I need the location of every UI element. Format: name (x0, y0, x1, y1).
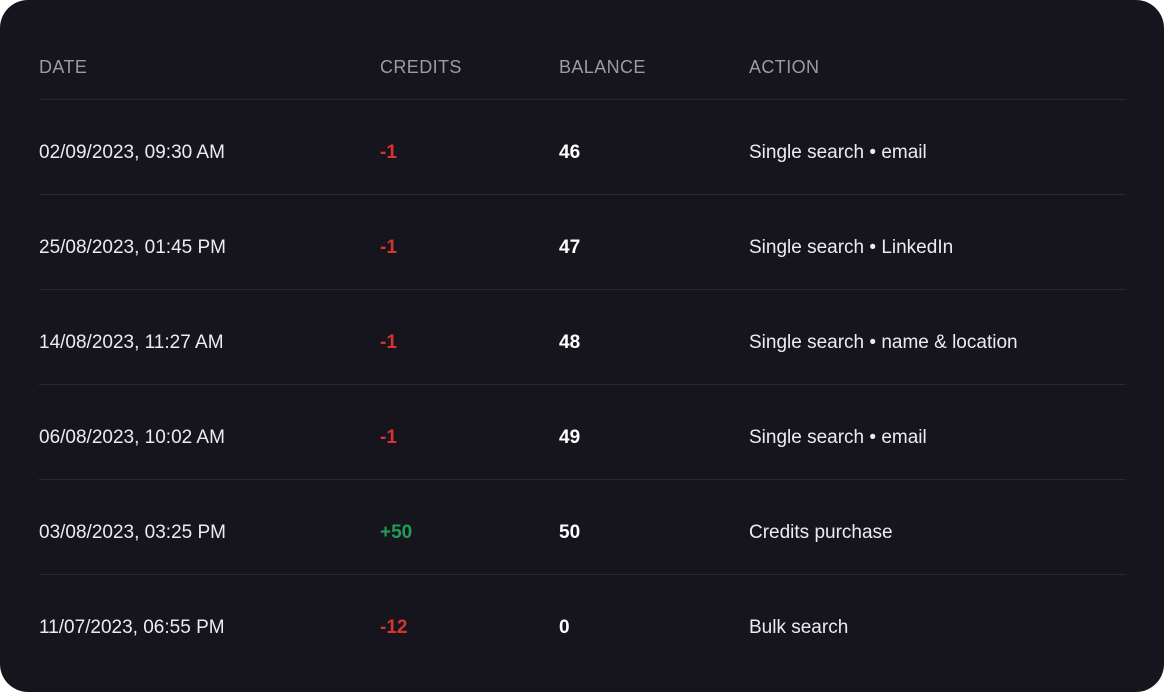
table-header-row: DATE CREDITS BALANCE ACTION (39, 34, 1125, 100)
table-row[interactable]: 11/07/2023, 06:55 PM -12 0 Bulk search (39, 575, 1125, 670)
row-credits: -1 (380, 332, 397, 353)
row-action: Bulk search (749, 617, 849, 638)
row-date: 06/08/2023, 10:02 AM (39, 427, 225, 448)
row-credits: -1 (380, 237, 397, 258)
table-row[interactable]: 14/08/2023, 11:27 AM -1 48 Single search… (39, 290, 1125, 385)
row-credits: +50 (380, 522, 413, 543)
row-date: 25/08/2023, 01:45 PM (39, 237, 226, 258)
column-header-balance[interactable]: BALANCE (559, 57, 646, 77)
row-balance: 48 (559, 332, 581, 353)
table-row[interactable]: 25/08/2023, 01:45 PM -1 47 Single search… (39, 195, 1125, 290)
row-action: Single search • LinkedIn (749, 237, 954, 258)
table-row[interactable]: 02/09/2023, 09:30 AM -1 46 Single search… (39, 100, 1125, 195)
row-action: Credits purchase (749, 522, 893, 543)
column-header-credits[interactable]: CREDITS (380, 57, 462, 77)
row-action: Single search • email (749, 142, 927, 163)
credit-history-table: DATE CREDITS BALANCE ACTION 02/09/2023, … (39, 34, 1125, 670)
row-balance: 0 (559, 617, 570, 638)
row-balance: 46 (559, 142, 581, 163)
row-balance: 49 (559, 427, 581, 448)
row-date: 14/08/2023, 11:27 AM (39, 332, 224, 353)
row-date: 11/07/2023, 06:55 PM (39, 617, 225, 638)
row-action: Single search • name & location (749, 332, 1018, 353)
row-credits: -1 (380, 427, 397, 448)
row-credits: -1 (380, 142, 397, 163)
row-balance: 47 (559, 237, 581, 258)
row-balance: 50 (559, 522, 581, 543)
table-row[interactable]: 06/08/2023, 10:02 AM -1 49 Single search… (39, 385, 1125, 480)
row-action: Single search • email (749, 427, 927, 448)
row-credits: -12 (380, 617, 408, 638)
table-row[interactable]: 03/08/2023, 03:25 PM +50 50 Credits purc… (39, 480, 1125, 575)
column-header-action[interactable]: ACTION (749, 57, 820, 77)
column-header-date[interactable]: DATE (39, 57, 88, 77)
row-date: 02/09/2023, 09:30 AM (39, 142, 225, 163)
row-date: 03/08/2023, 03:25 PM (39, 522, 226, 543)
